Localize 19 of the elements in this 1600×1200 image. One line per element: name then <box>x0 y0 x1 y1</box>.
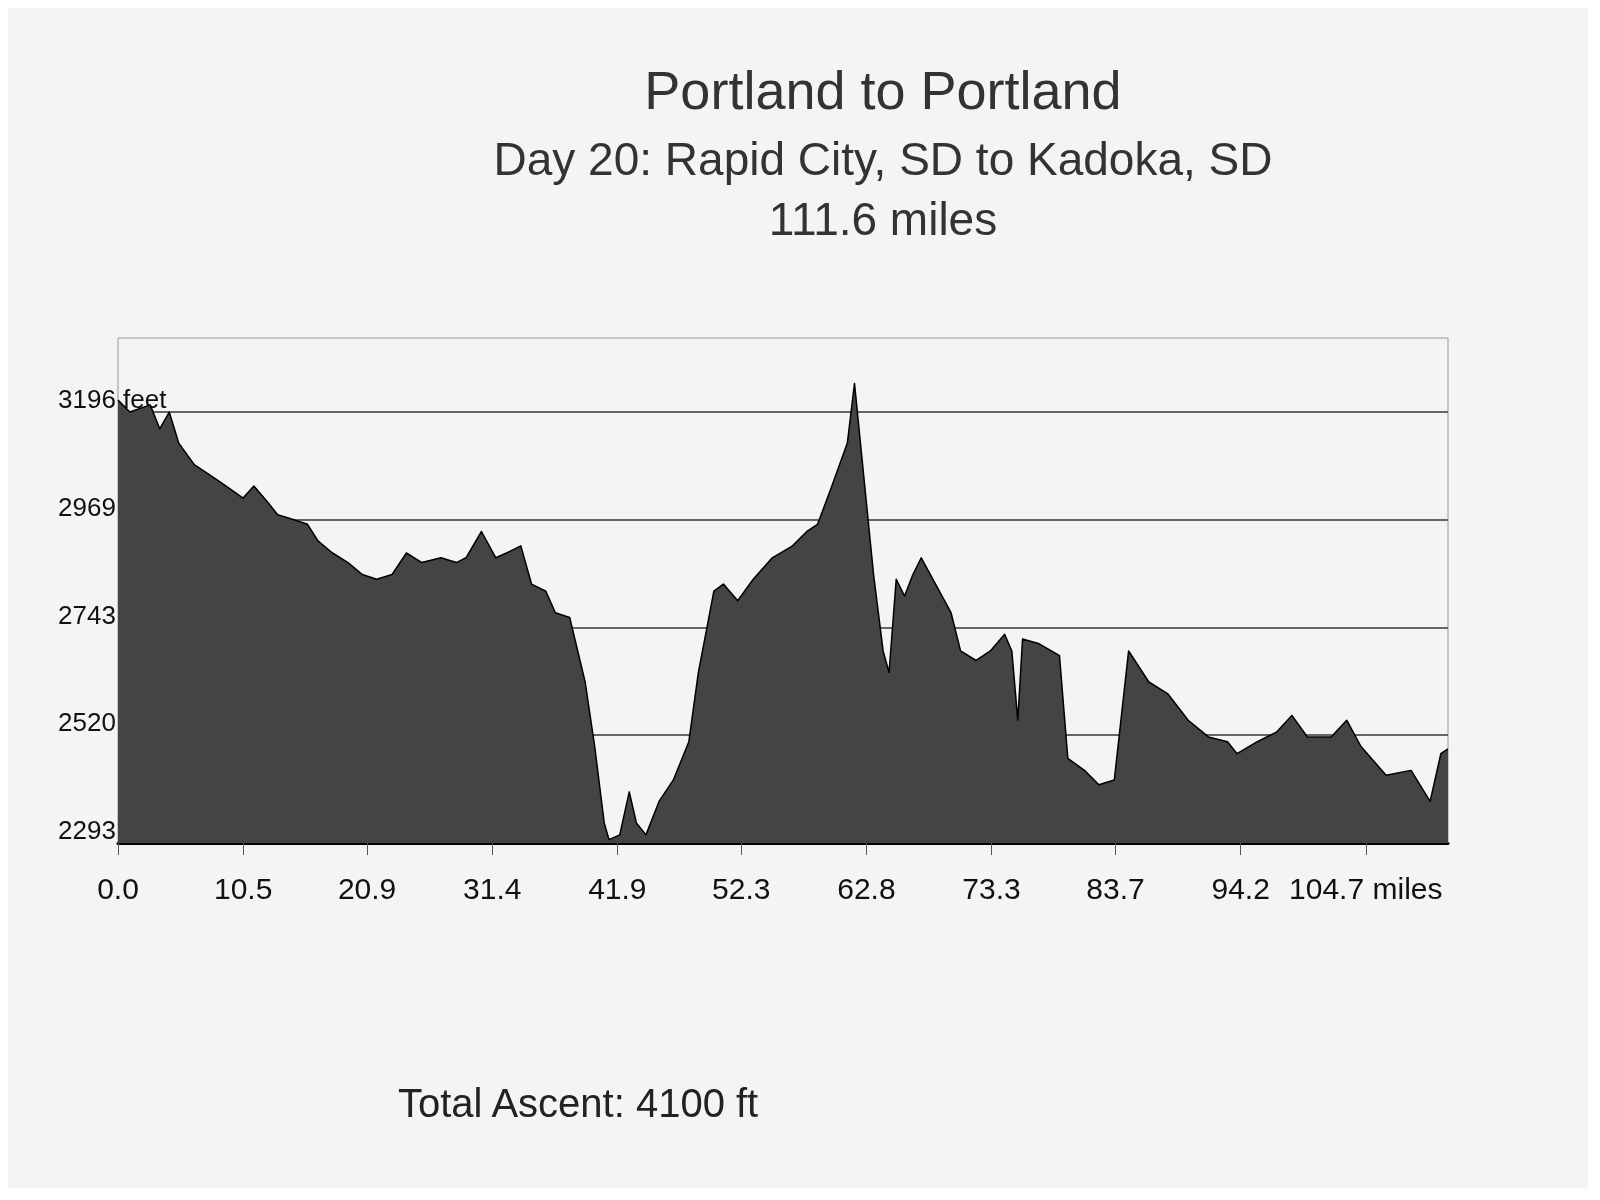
x-tick-label: 0.0 <box>97 871 139 905</box>
x-tick-label: 73.3 <box>962 871 1021 905</box>
x-tick-label: 104.7 miles <box>1289 871 1443 905</box>
y-tick-label: 2293 <box>58 815 116 845</box>
x-tick-label: 31.4 <box>463 871 522 905</box>
y-tick-label: 2520 <box>58 706 116 737</box>
x-tick-label: 52.3 <box>712 871 771 905</box>
y-tick-label: 2743 <box>58 600 116 630</box>
x-tick-label: 10.5 <box>213 871 273 905</box>
text: Total Ascent: 4100 ft <box>398 1081 759 1125</box>
x-tick-label: 62.8 <box>837 871 896 905</box>
x-tick-label: 20.9 <box>337 871 397 905</box>
chart-title: Portland to Portland <box>644 60 1122 120</box>
x-tick-label: 41.9 <box>588 871 647 905</box>
x-tick-label: 83.7 <box>1086 871 1145 905</box>
y-tick-label: 2969 <box>58 492 116 523</box>
y-tick-label: 3196 feet <box>58 383 168 414</box>
x-tick-label: 94.2 <box>1211 871 1270 905</box>
chart-subtitle: Day 20: Rapid City, SD to Kadoka, SD 111.6 miles <box>493 133 1273 245</box>
